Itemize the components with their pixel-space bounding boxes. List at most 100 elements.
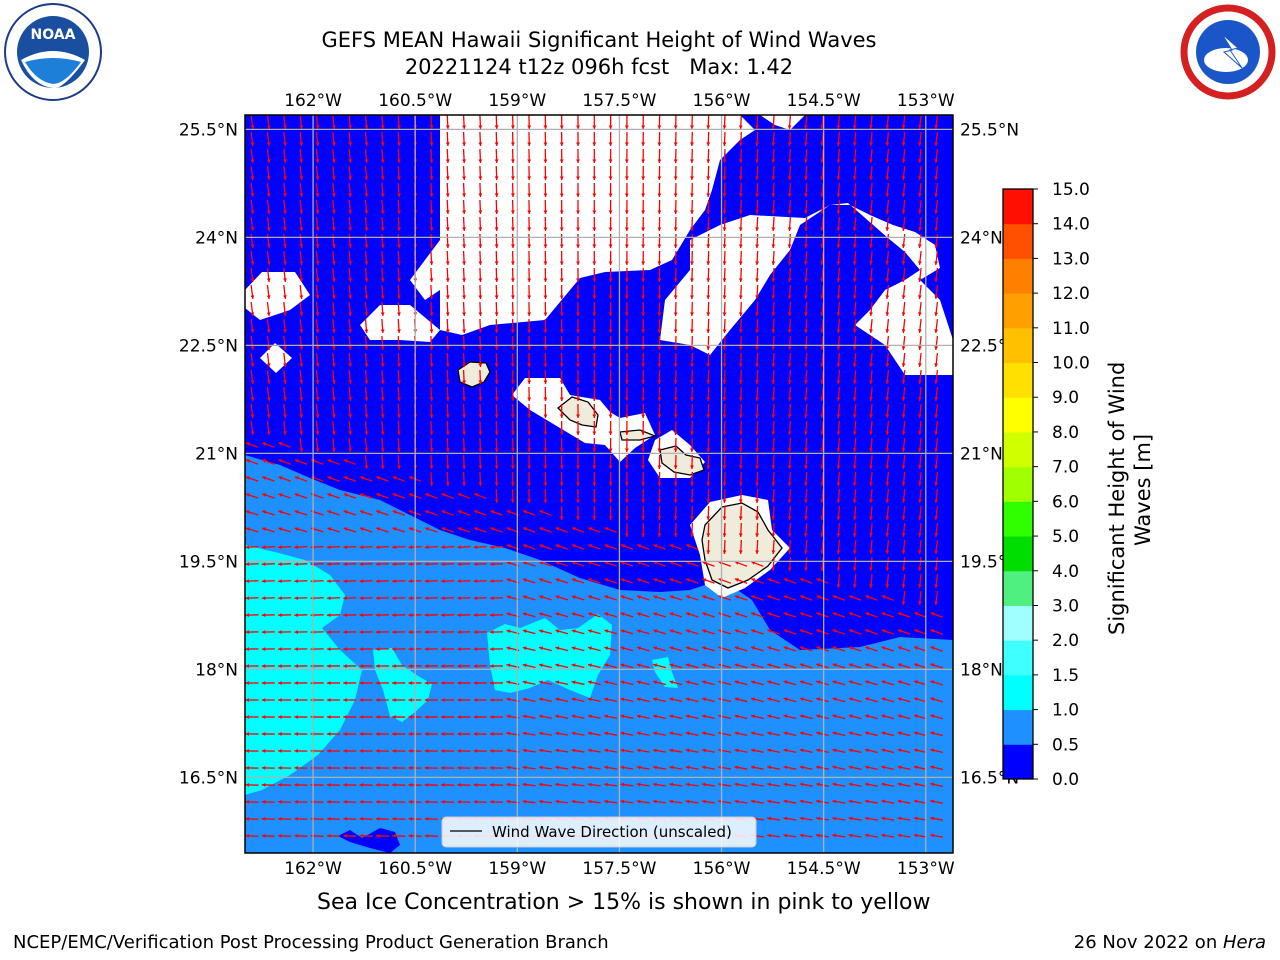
wave-direction-arrow [380, 250, 385, 266]
wave-direction-arrow [527, 115, 532, 130]
wave-direction-arrow [918, 267, 922, 283]
wave-direction-arrow [836, 284, 841, 300]
wave-direction-arrow [327, 493, 340, 499]
wave-direction-arrow [299, 182, 304, 198]
wave-direction-arrow [657, 505, 662, 521]
wave-direction-arrow [685, 782, 699, 787]
wave-direction-arrow [657, 522, 662, 538]
wave-direction-arrow [294, 681, 308, 685]
wave-direction-arrow [901, 182, 906, 198]
wave-direction-arrow [429, 318, 434, 334]
wave-direction-arrow [624, 488, 629, 504]
wave-direction-arrow [457, 562, 471, 567]
wave-direction-arrow [462, 216, 466, 232]
wave-direction-arrow [343, 493, 357, 499]
wave-direction-arrow [364, 267, 369, 283]
wave-direction-arrow [767, 663, 781, 669]
wave-direction-arrow [918, 590, 922, 606]
wave-direction-arrow [576, 216, 580, 232]
wave-direction-arrow [592, 250, 597, 266]
wave-direction-arrow [885, 471, 890, 487]
wave-direction-arrow [522, 527, 536, 533]
wave-direction-arrow [669, 697, 683, 703]
wave-direction-arrow [885, 454, 890, 470]
wave-direction-arrow [576, 301, 580, 317]
colorbar-swatch [1003, 189, 1033, 225]
no-data-east [660, 203, 953, 375]
wave-direction-arrow [673, 148, 678, 164]
wave-direction-arrow [587, 765, 601, 770]
wave-direction-arrow [283, 131, 287, 147]
wave-direction-arrow [278, 664, 292, 668]
wave-direction-arrow [636, 578, 650, 584]
wave-direction-arrow [587, 561, 601, 567]
wave-direction-arrow [576, 471, 580, 487]
wave-direction-arrow [608, 386, 613, 402]
wave-direction-arrow [787, 301, 792, 317]
wave-direction-arrow [832, 680, 846, 686]
wave-direction-arrow [555, 782, 569, 787]
wave-direction-arrow [852, 182, 857, 198]
wave-direction-arrow [494, 199, 499, 215]
wave-direction-arrow [522, 629, 536, 635]
wave-direction-arrow [918, 335, 922, 351]
wave-direction-arrow [885, 216, 890, 232]
wave-direction-arrow [576, 403, 580, 419]
wave-direction-arrow [392, 833, 406, 838]
wave-direction-arrow [673, 488, 678, 504]
wave-direction-arrow [543, 437, 548, 453]
wave-direction-arrow [441, 766, 455, 770]
wave-direction-arrow [722, 182, 727, 198]
wave-direction-arrow [522, 765, 536, 770]
wave-direction-arrow [380, 386, 385, 402]
wave-direction-arrow [918, 250, 922, 266]
wave-direction-arrow [706, 437, 711, 453]
wave-direction-arrow [608, 318, 613, 334]
wave-direction-arrow [510, 182, 515, 198]
wave-direction-arrow [359, 766, 373, 770]
wave-direction-arrow [804, 369, 808, 385]
wave-direction-arrow [576, 267, 580, 283]
wave-direction-arrow [543, 148, 548, 164]
wave-direction-arrow [397, 267, 401, 283]
wave-direction-arrow [832, 731, 846, 737]
wave-direction-arrow [266, 250, 271, 266]
wave-direction-arrow [771, 131, 776, 147]
wave-direction-arrow [624, 182, 629, 198]
wave-direction-arrow [865, 629, 878, 635]
wave-direction-arrow [278, 545, 292, 550]
wave-direction-arrow [897, 833, 911, 838]
wave-direction-arrow [559, 488, 564, 504]
wave-direction-arrow [473, 579, 487, 584]
wave-direction-arrow [489, 681, 504, 685]
wave-direction-arrow [261, 527, 275, 533]
wave-direction-arrow [331, 352, 336, 368]
wave-direction-arrow [441, 664, 455, 668]
wave-direction-arrow [473, 510, 487, 516]
wave-direction-arrow [722, 454, 727, 470]
wave-direction-arrow [473, 715, 487, 719]
wave-direction-arrow [261, 545, 275, 550]
wave-direction-arrow [604, 612, 618, 618]
wave-direction-arrow [327, 476, 340, 482]
wave-direction-arrow [706, 335, 711, 351]
wave-direction-arrow [750, 612, 764, 618]
wave-direction-arrow [864, 816, 878, 821]
wave-direction-arrow [624, 318, 629, 334]
wave-direction-arrow [869, 267, 873, 283]
wave-direction-arrow [799, 731, 813, 737]
wave-direction-arrow [608, 199, 613, 215]
wave-direction-arrow [343, 715, 357, 719]
wave-direction-arrow [462, 369, 466, 385]
wave-direction-arrow [673, 182, 678, 198]
wave-direction-arrow [462, 318, 466, 334]
wave-direction-arrow [869, 556, 873, 572]
wave-direction-arrow [462, 148, 466, 164]
wave-direction-arrow [559, 318, 564, 334]
wave-direction-arrow [885, 437, 890, 453]
y-tick-label-left: 18°N [195, 660, 238, 680]
wave-direction-arrow [799, 646, 813, 652]
wave-direction-arrow [331, 403, 336, 419]
wave-direction-arrow [522, 663, 536, 669]
wave-direction-arrow [869, 199, 873, 215]
